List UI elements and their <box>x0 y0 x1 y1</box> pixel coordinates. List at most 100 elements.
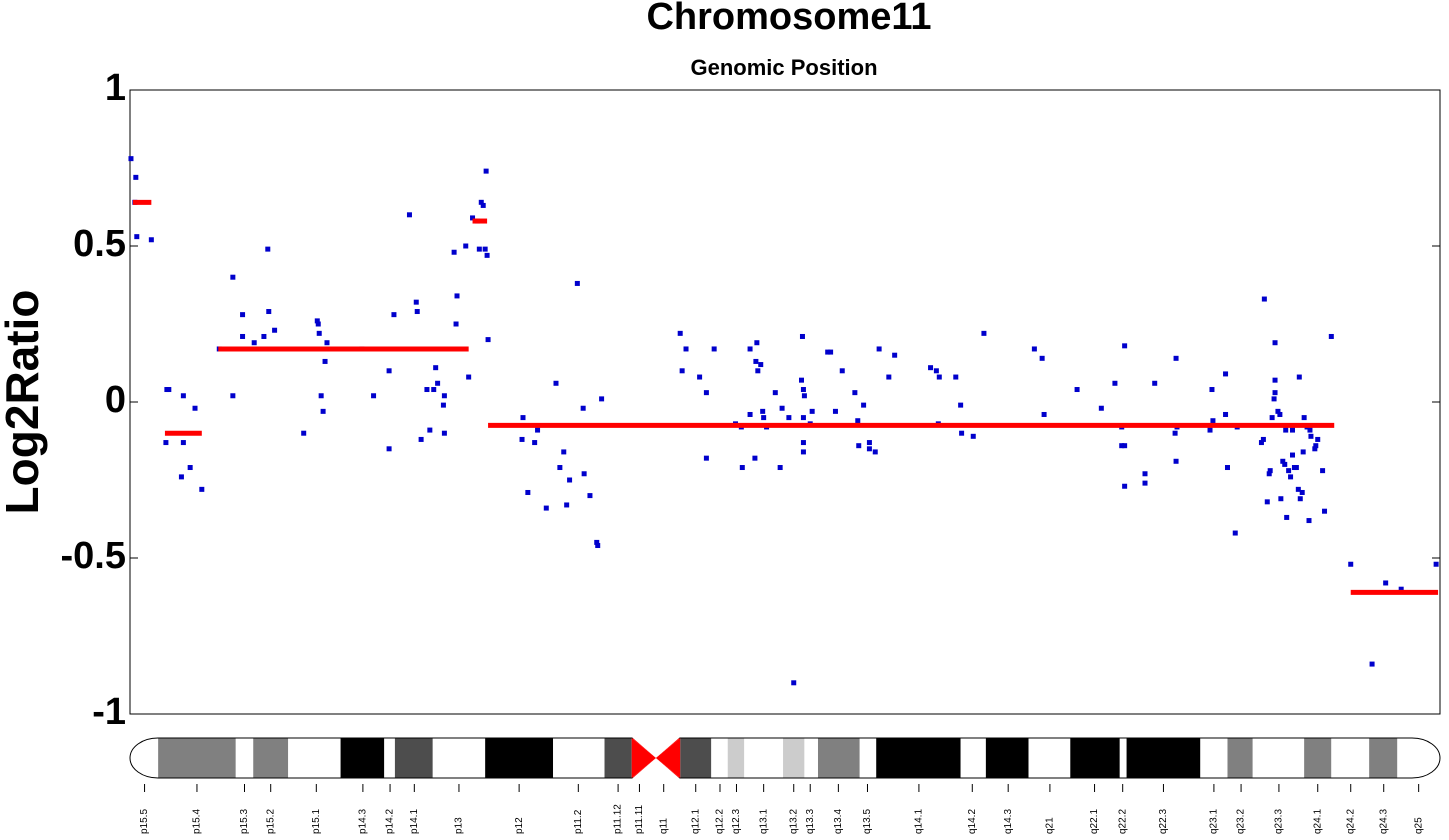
data-point <box>187 465 193 471</box>
data-point <box>1098 405 1104 411</box>
data-point <box>683 346 689 352</box>
band <box>817 738 860 778</box>
data-point <box>391 312 397 318</box>
data-point <box>1283 427 1289 433</box>
data-point <box>316 330 322 336</box>
band-label: q22.1 <box>1089 809 1100 834</box>
band <box>985 738 1029 778</box>
data-point <box>832 408 838 414</box>
band-label: p13 <box>454 817 465 834</box>
data-point <box>406 212 412 218</box>
data-point <box>564 502 570 508</box>
data-point <box>786 415 792 421</box>
data-point <box>525 489 531 495</box>
data-point <box>800 440 806 446</box>
band-label: q23.1 <box>1209 809 1220 834</box>
data-point <box>761 415 767 421</box>
band <box>1331 738 1370 778</box>
data-point <box>1315 436 1321 442</box>
band-label: q12.1 <box>690 809 701 834</box>
data-point <box>386 446 392 452</box>
band <box>1304 738 1332 778</box>
y-tick-label: 0.5 <box>73 223 126 265</box>
data-point <box>1312 446 1318 452</box>
data-point <box>315 321 321 327</box>
data-point <box>251 340 257 346</box>
data-point <box>800 449 806 455</box>
data-point <box>758 362 764 368</box>
data-point <box>1313 443 1319 449</box>
data-point <box>1039 355 1045 361</box>
data-point <box>482 246 488 252</box>
data-point <box>424 387 430 393</box>
y-tick-label: -1 <box>92 691 126 733</box>
data-point <box>1173 458 1179 464</box>
data-point <box>128 156 134 162</box>
data-point <box>1383 580 1389 586</box>
data-point <box>866 440 872 446</box>
data-point <box>1142 480 1148 486</box>
band-label: p11.11 <box>634 804 645 834</box>
data-point <box>451 249 457 255</box>
data-point <box>265 246 271 252</box>
data-point <box>791 680 797 686</box>
y-tick-label: 1 <box>105 67 126 109</box>
data-point <box>958 402 964 408</box>
band <box>711 738 728 778</box>
band-label: p14.3 <box>358 809 369 834</box>
data-point <box>163 440 169 446</box>
data-point <box>199 486 205 492</box>
data-point <box>1224 465 1230 471</box>
data-point <box>1369 661 1375 667</box>
data-point <box>755 368 761 374</box>
data-point <box>1322 508 1328 514</box>
band <box>727 738 745 778</box>
data-point <box>1172 430 1178 436</box>
data-point <box>543 505 549 511</box>
centromere-gap <box>631 737 681 758</box>
data-point <box>1307 427 1313 433</box>
data-point <box>532 440 538 446</box>
data-point <box>318 393 324 399</box>
data-point <box>301 430 307 436</box>
data-point <box>587 493 593 499</box>
data-point <box>1152 380 1158 386</box>
data-point <box>1398 586 1404 592</box>
band-label: q12.2 <box>715 809 726 834</box>
band <box>158 738 236 778</box>
data-point <box>230 393 236 399</box>
data-point <box>431 387 437 393</box>
band-label: p14.1 <box>409 809 420 834</box>
band-label: q22.3 <box>1158 809 1169 834</box>
data-point <box>928 365 934 371</box>
data-point <box>240 312 246 318</box>
data-point <box>1328 333 1334 339</box>
data-point <box>476 246 482 252</box>
data-point <box>892 352 898 358</box>
data-point <box>324 340 330 346</box>
data-point <box>970 433 976 439</box>
data-point <box>933 368 939 374</box>
data-point <box>703 390 709 396</box>
data-point <box>861 402 867 408</box>
band <box>1028 738 1071 778</box>
data-point <box>747 411 753 417</box>
band <box>859 738 877 778</box>
data-point <box>711 346 717 352</box>
data-point <box>266 309 272 315</box>
data-point <box>1290 452 1296 458</box>
data-point <box>1271 396 1277 402</box>
band <box>253 738 289 778</box>
data-point <box>677 330 683 336</box>
band-label: q14.3 <box>1003 809 1014 834</box>
data-point <box>553 380 559 386</box>
data-point <box>180 440 186 446</box>
data-point <box>567 477 573 483</box>
band <box>744 738 784 778</box>
data-point <box>866 446 872 452</box>
band <box>680 738 712 778</box>
data-point <box>1284 514 1290 520</box>
data-point <box>453 321 459 327</box>
data-point <box>1299 489 1305 495</box>
chart-subtitle: Genomic Position <box>690 55 877 80</box>
